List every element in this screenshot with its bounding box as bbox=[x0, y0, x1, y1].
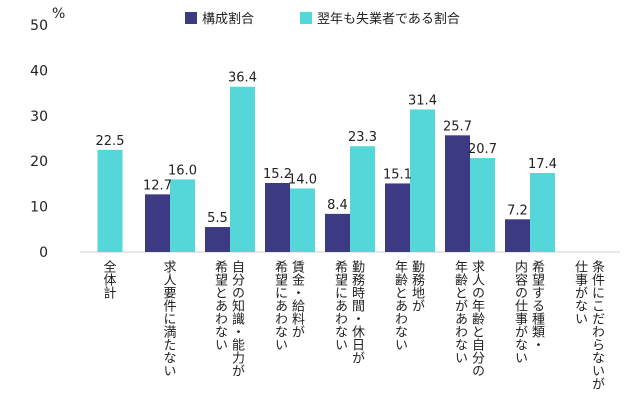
category-label: 内容の仕事がない bbox=[512, 259, 528, 364]
bar-next-year-unemployed-1 bbox=[170, 179, 195, 252]
bar-composition-5 bbox=[385, 183, 410, 252]
category-label: 希望する種類・ bbox=[529, 260, 545, 351]
bar-next-year-unemployed-6 bbox=[470, 158, 495, 252]
category-label: 希望とあわない bbox=[212, 260, 228, 351]
bars bbox=[97, 86, 555, 252]
bar-next-year-unemployed-7 bbox=[530, 173, 555, 252]
data-label: 12.7 bbox=[143, 178, 172, 193]
data-label: 15.1 bbox=[383, 167, 412, 182]
y-axis-unit-label: % bbox=[52, 6, 65, 22]
data-label: 22.5 bbox=[96, 134, 125, 149]
data-label: 36.4 bbox=[228, 71, 257, 86]
data-label: 25.7 bbox=[443, 119, 472, 134]
legend: 構成割合 翌年も失業者である割合 bbox=[185, 11, 460, 27]
category-label: 賃金・給料が bbox=[289, 260, 305, 338]
y-tick-label: 40 bbox=[30, 63, 48, 79]
bar-composition-7 bbox=[505, 219, 530, 252]
bar-composition-3 bbox=[265, 182, 290, 252]
data-label: 5.5 bbox=[207, 211, 228, 226]
bar-next-year-unemployed-4 bbox=[350, 146, 375, 252]
bar-next-year-unemployed-2 bbox=[230, 86, 255, 252]
category-label: 自分の知識・能力が bbox=[229, 260, 245, 377]
data-label: 15.2 bbox=[263, 167, 292, 182]
bar-composition-1 bbox=[145, 194, 170, 252]
data-label: 16.0 bbox=[168, 163, 197, 178]
data-label: 31.4 bbox=[408, 93, 437, 108]
category-label: 求人の年齢と自分の bbox=[469, 260, 485, 377]
category-label: 年齢とがあわない bbox=[452, 260, 468, 364]
data-label: 14.0 bbox=[288, 172, 317, 187]
bar-composition-2 bbox=[205, 227, 230, 252]
data-label: 8.4 bbox=[327, 198, 348, 213]
bar-next-year-unemployed-0 bbox=[97, 149, 123, 252]
data-label: 7.2 bbox=[507, 203, 528, 218]
legend-swatch bbox=[185, 12, 197, 24]
data-label: 20.7 bbox=[468, 142, 497, 157]
category-label: 求人要件に満たない bbox=[161, 260, 177, 377]
legend-swatch bbox=[300, 12, 312, 24]
y-axis: 0 10 20 30 40 50 bbox=[30, 18, 48, 261]
category-label: 勤務地が bbox=[409, 260, 425, 312]
y-tick-label: 10 bbox=[30, 200, 48, 216]
bar-composition-6 bbox=[445, 135, 470, 252]
category-label: 希望にあわない bbox=[332, 260, 348, 351]
data-labels: 22.5 12.716.0 5.5 36.4 15.214.0 8.4 23.3 15.1 31… bbox=[96, 71, 557, 226]
category-label: 年齢とあわない bbox=[392, 260, 408, 351]
bar-next-year-unemployed-3 bbox=[290, 188, 315, 252]
y-tick-label: 30 bbox=[30, 109, 48, 125]
data-label: 17.4 bbox=[528, 157, 557, 172]
bar-next-year-unemployed-5 bbox=[410, 109, 435, 252]
category-label: 希望にあわない bbox=[272, 260, 288, 351]
y-tick-label: 0 bbox=[39, 245, 48, 261]
legend-label: 翌年も失業者である割合 bbox=[317, 11, 460, 27]
category-label: 仕事がない bbox=[572, 260, 588, 325]
bar-composition-4 bbox=[325, 213, 350, 252]
y-tick-label: 50 bbox=[30, 18, 48, 34]
data-label: 23.3 bbox=[348, 130, 377, 145]
category-label: 全体計 bbox=[101, 259, 117, 299]
category-label: 勤務時間・休日が bbox=[349, 260, 365, 364]
category-label: 条件にこだわらないが bbox=[589, 259, 605, 390]
legend-label: 構成割合 bbox=[202, 11, 254, 27]
y-tick-label: 20 bbox=[30, 154, 48, 170]
